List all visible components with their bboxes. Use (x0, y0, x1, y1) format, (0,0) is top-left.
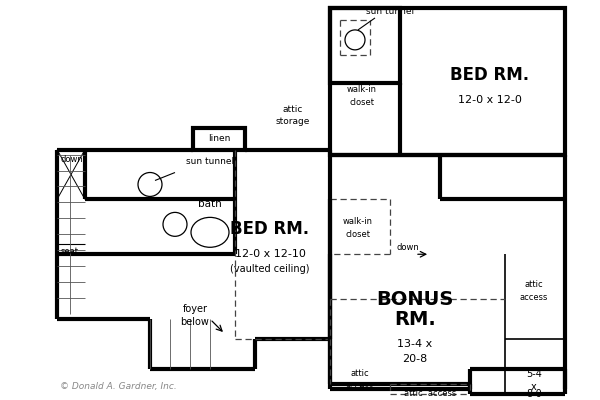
Text: attic: attic (524, 280, 544, 289)
Text: BED RM.: BED RM. (451, 66, 530, 84)
Text: foyer: foyer (182, 304, 208, 314)
Text: access: access (520, 293, 548, 302)
Text: closet: closet (349, 98, 374, 107)
Bar (193, 128, 245, 150)
Text: attic  access: attic access (404, 389, 456, 398)
Text: down: down (61, 155, 83, 164)
Text: RM.: RM. (394, 310, 436, 328)
Text: (vaulted ceiling): (vaulted ceiling) (230, 264, 310, 274)
Text: BONUS: BONUS (376, 290, 454, 309)
Text: BED RM.: BED RM. (230, 220, 310, 238)
Text: sun tunnel: sun tunnel (186, 157, 234, 166)
Text: 12-0 x 12-10: 12-0 x 12-10 (235, 249, 305, 259)
Ellipse shape (191, 217, 229, 247)
Text: below: below (181, 317, 209, 327)
Text: x: x (531, 382, 537, 392)
Text: 12-0 x 12-0: 12-0 x 12-0 (458, 95, 522, 105)
Text: seat: seat (61, 247, 79, 256)
Text: 20-8: 20-8 (403, 354, 428, 364)
Text: walk-in: walk-in (343, 217, 373, 226)
Text: 5-4: 5-4 (526, 369, 542, 379)
Text: walk-in: walk-in (347, 85, 377, 94)
Text: © Donald A. Gardner, Inc.: © Donald A. Gardner, Inc. (60, 382, 177, 391)
Text: access: access (346, 382, 374, 391)
Text: down: down (397, 243, 419, 252)
Bar (330, 8, 565, 154)
Text: attic: attic (350, 370, 370, 378)
Text: linen: linen (208, 134, 230, 143)
Text: 8-0: 8-0 (526, 389, 542, 399)
Text: attic: attic (283, 105, 303, 114)
Bar (330, 8, 400, 83)
Text: sun tunnel: sun tunnel (366, 8, 414, 16)
Text: bath: bath (198, 200, 222, 210)
Text: storage: storage (276, 117, 310, 126)
Text: 13-4 x: 13-4 x (397, 339, 433, 349)
Text: closet: closet (346, 230, 371, 239)
